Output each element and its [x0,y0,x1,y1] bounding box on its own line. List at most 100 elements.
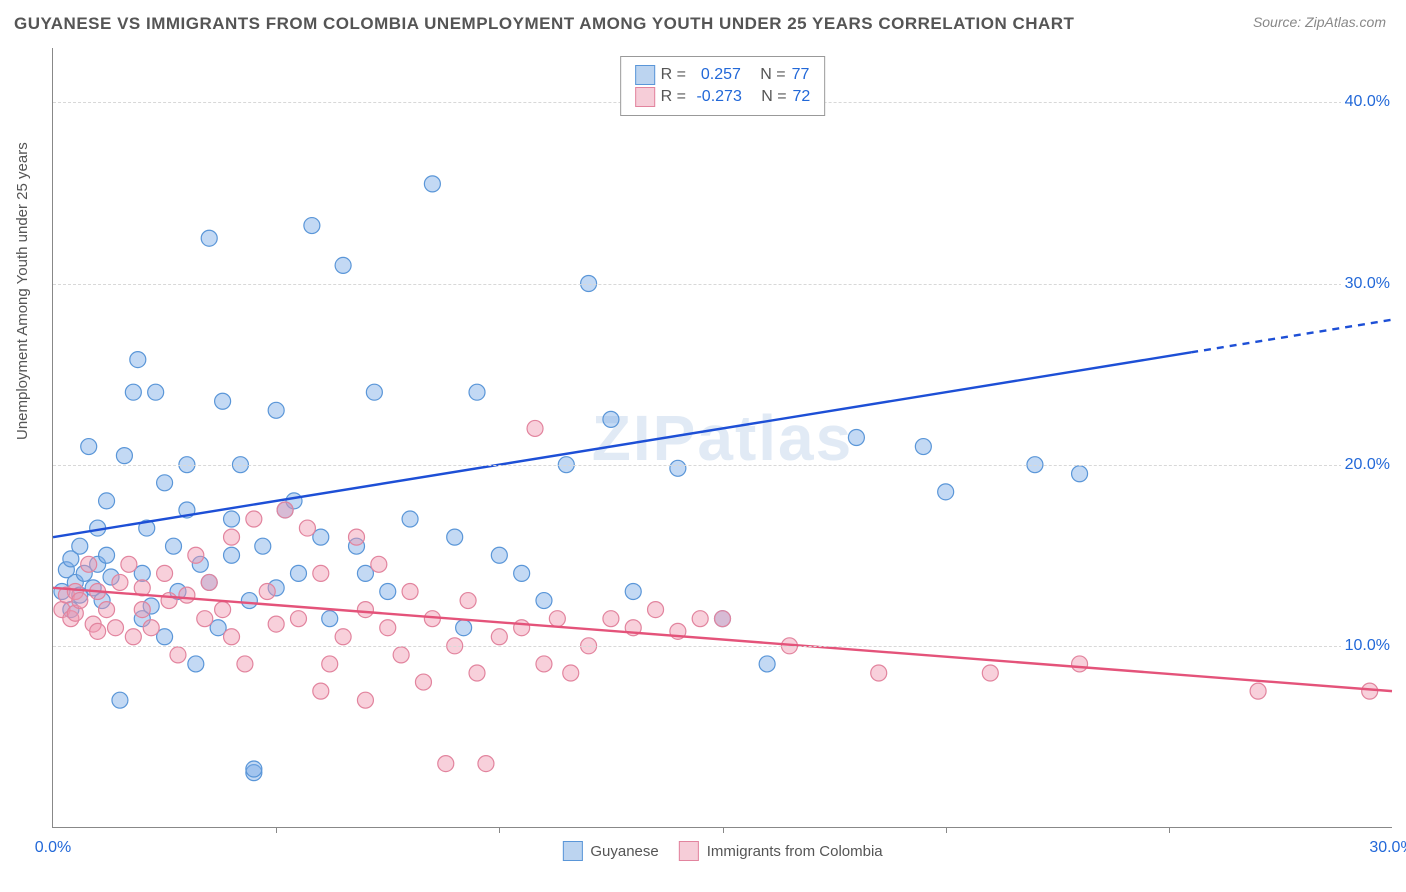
r-value-guyanese: 0.257 [692,66,741,84]
data-point [188,547,204,563]
data-point [130,352,146,368]
ytick-label: 30.0% [1341,275,1394,293]
data-point [536,656,552,672]
n-value-guyanese: 77 [792,66,810,84]
data-point [357,602,373,618]
r-label: R = [661,88,686,106]
data-point [241,593,257,609]
trend-line [53,352,1191,537]
ytick-label: 10.0% [1341,637,1394,655]
stats-row-colombia: R = -0.273 N = 72 [635,87,811,107]
data-point [197,611,213,627]
data-point [1250,683,1266,699]
data-point [201,230,217,246]
data-point [447,529,463,545]
bottom-legend: Guyanese Immigrants from Colombia [562,841,882,861]
data-point [715,611,731,627]
xtick-mark [723,827,724,833]
data-point [603,411,619,427]
data-point [112,574,128,590]
data-point [536,593,552,609]
data-point [380,583,396,599]
legend-label-guyanese: Guyanese [590,843,658,860]
data-point [161,593,177,609]
data-point [224,529,240,545]
data-point [246,511,262,527]
data-point [549,611,565,627]
gridline [53,465,1392,466]
data-point [469,384,485,400]
r-label: R = [661,66,686,84]
data-point [402,511,418,527]
data-point [469,665,485,681]
chart-title: GUYANESE VS IMMIGRANTS FROM COLOMBIA UNE… [14,14,1074,34]
swatch-colombia [635,87,655,107]
data-point [188,656,204,672]
plot-area: ZIPatlas R = 0.257 N = 77 R = -0.273 N =… [52,48,1392,828]
swatch-colombia [679,841,699,861]
data-point [125,384,141,400]
stats-legend: R = 0.257 N = 77 R = -0.273 N = 72 [620,56,826,116]
data-point [179,587,195,603]
data-point [224,629,240,645]
data-point [871,665,887,681]
data-point [134,602,150,618]
data-point [424,176,440,192]
data-point [121,556,137,572]
data-point [415,674,431,690]
trend-line [1191,320,1392,353]
xtick-label: 0.0% [35,839,71,857]
data-point [1362,683,1378,699]
data-point [460,593,476,609]
data-point [322,611,338,627]
gridline [53,646,1392,647]
y-axis-title: Unemployment Among Youth under 25 years [14,142,31,440]
data-point [402,583,418,599]
data-point [112,692,128,708]
data-point [148,384,164,400]
data-point [527,420,543,436]
data-point [938,484,954,500]
data-point [99,547,115,563]
data-point [224,511,240,527]
swatch-guyanese [635,65,655,85]
plot-svg [53,48,1392,827]
n-label: N = [748,88,787,106]
data-point [349,529,365,545]
data-point [514,565,530,581]
xtick-label: 30.0% [1369,839,1406,857]
source-label: Source: ZipAtlas.com [1253,14,1386,30]
data-point [478,756,494,772]
data-point [366,384,382,400]
data-point [514,620,530,636]
data-point [224,547,240,563]
data-point [371,556,387,572]
data-point [299,520,315,536]
data-point [116,448,132,464]
stats-row-guyanese: R = 0.257 N = 77 [635,65,811,85]
data-point [90,623,106,639]
data-point [491,629,507,645]
xtick-mark [276,827,277,833]
data-point [290,611,306,627]
data-point [313,683,329,699]
data-point [393,647,409,663]
data-point [215,393,231,409]
data-point [99,493,115,509]
data-point [277,502,293,518]
data-point [759,656,775,672]
legend-item-guyanese: Guyanese [562,841,658,861]
data-point [648,602,664,618]
data-point [259,583,275,599]
n-value-colombia: 72 [793,88,811,106]
data-point [304,218,320,234]
ytick-label: 20.0% [1341,456,1394,474]
data-point [982,665,998,681]
data-point [335,629,351,645]
data-point [237,656,253,672]
data-point [335,257,351,273]
data-point [1072,466,1088,482]
data-point [1072,656,1088,672]
data-point [848,430,864,446]
n-label: N = [747,66,786,84]
